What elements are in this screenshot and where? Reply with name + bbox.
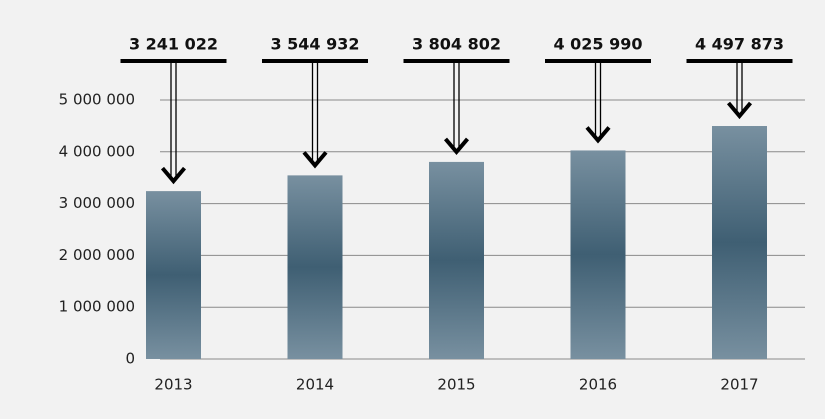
x-tick-label: 2016 [579,376,617,394]
arrow-head [585,126,611,144]
value-label: 3 241 022 [129,35,218,54]
bar [287,175,343,359]
bar [429,161,484,359]
arrow-head [160,166,187,185]
y-tick-label: 3 000 000 [59,194,135,212]
y-tick-label: 4 000 000 [59,142,135,160]
value-label: 3 544 932 [270,35,359,54]
bar [570,150,626,359]
y-tick-label: 2 000 000 [59,246,135,264]
x-tick-label: 2017 [720,376,758,394]
x-tick-label: 2015 [437,376,475,394]
x-tick-label: 2014 [296,376,334,394]
x-tick-label: 2013 [154,376,192,394]
value-label: 3 804 802 [412,35,501,54]
y-tick-label: 1 000 000 [59,298,135,316]
y-tick-label: 5 000 000 [59,91,135,109]
arrow-head [302,151,328,169]
value-label: 4 025 990 [553,35,642,54]
arrow-head [726,101,753,120]
value-label: 4 497 873 [695,35,784,54]
y-tick-label: 0 [125,350,135,368]
bar [712,126,767,359]
bar [146,191,201,359]
arrow-head [443,137,470,156]
